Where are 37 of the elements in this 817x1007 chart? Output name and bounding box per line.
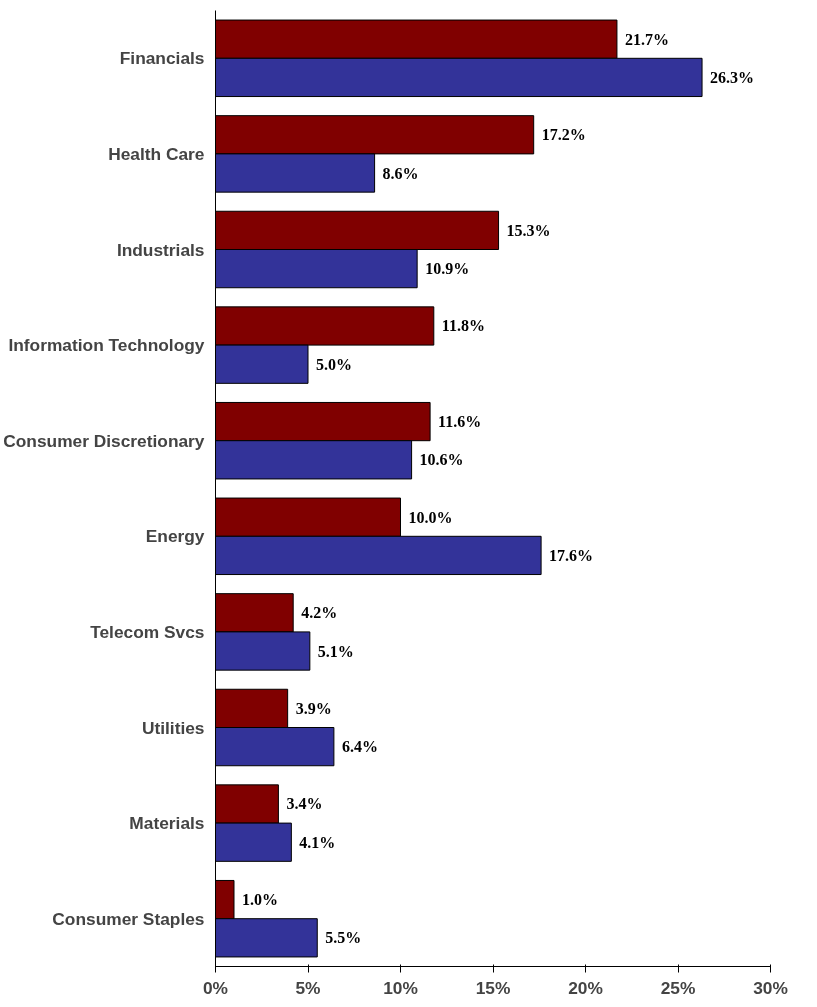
data-label: 3.9% bbox=[295, 699, 332, 717]
data-label: 15.3% bbox=[506, 221, 551, 239]
data-label: 8.6% bbox=[382, 164, 419, 182]
data-label: 10.0% bbox=[408, 508, 453, 526]
data-label: 10.6% bbox=[419, 451, 464, 469]
data-label: 11.8% bbox=[441, 317, 485, 335]
data-label: 26.3% bbox=[710, 68, 755, 86]
data-label: 5.1% bbox=[317, 642, 354, 660]
x-tick-label: 25% bbox=[660, 977, 696, 998]
y-tick-label: Materials bbox=[129, 813, 205, 834]
data-label: 1.0% bbox=[242, 891, 278, 909]
data-label: 3.4% bbox=[286, 795, 323, 813]
data-label: 17.2% bbox=[541, 126, 586, 144]
y-tick-label: Industrials bbox=[116, 239, 205, 260]
x-tick-label: 20% bbox=[568, 977, 603, 998]
y-tick-label: Energy bbox=[145, 526, 205, 547]
x-tick-label: 30% bbox=[753, 977, 788, 998]
y-tick-label: Health Care bbox=[108, 143, 205, 164]
y-tick-label: Utilities bbox=[141, 717, 205, 738]
data-label: 4.1% bbox=[299, 833, 336, 851]
x-tick-label: 10% bbox=[383, 977, 418, 998]
x-tick-label: 5% bbox=[295, 977, 321, 998]
x-tick-label: 0% bbox=[202, 977, 229, 998]
y-tick-label: Consumer Staples bbox=[52, 908, 205, 929]
data-label: 11.6% bbox=[438, 413, 482, 431]
data-label: 6.4% bbox=[341, 738, 378, 756]
y-tick-label: Financials bbox=[119, 48, 205, 69]
data-label: 21.7% bbox=[624, 30, 669, 48]
data-label: 10.9% bbox=[425, 260, 470, 278]
data-label: 5.5% bbox=[325, 929, 362, 947]
y-tick-label: Consumer Discretionary bbox=[3, 430, 205, 451]
data-label: 5.0% bbox=[316, 355, 352, 373]
data-label: 17.6% bbox=[549, 546, 594, 564]
y-tick-label: Information Technology bbox=[8, 335, 205, 356]
y-tick-label: Telecom Svcs bbox=[90, 621, 205, 642]
x-tick-label: 15% bbox=[475, 977, 511, 998]
data-label: 4.2% bbox=[301, 604, 338, 622]
